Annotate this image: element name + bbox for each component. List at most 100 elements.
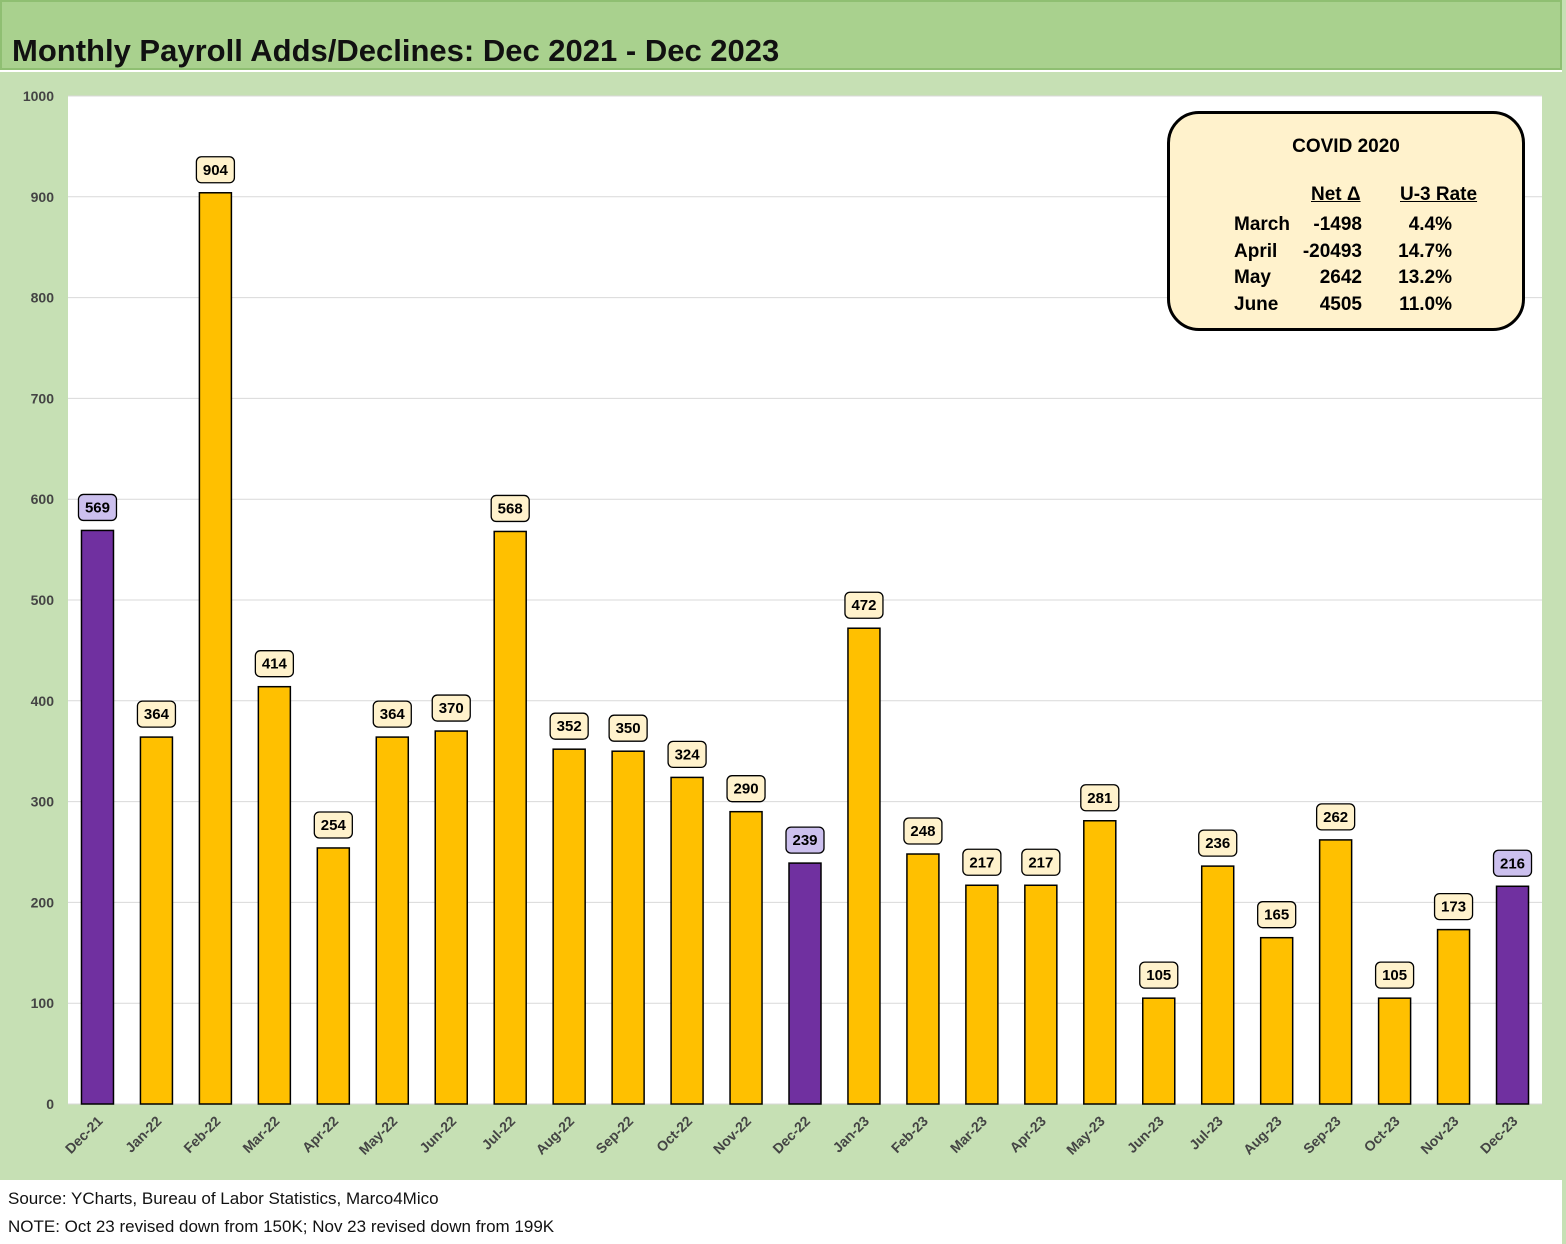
x-tick-label: Aug-22 bbox=[532, 1113, 577, 1158]
x-axis-ticks: Dec-21 Jan-22 Feb-22 Mar-22 Apr-22 May-22 Jun-… bbox=[62, 1113, 1521, 1158]
data-label: 568 bbox=[490, 494, 530, 523]
data-label: 350 bbox=[608, 714, 648, 742]
data-label-text: 217 bbox=[969, 854, 994, 871]
data-label-text: 216 bbox=[1500, 855, 1525, 872]
y-tick-label: 0 bbox=[46, 1096, 54, 1112]
data-label-text: 350 bbox=[616, 720, 641, 737]
bar bbox=[80, 529, 115, 1105]
data-label-text: 324 bbox=[675, 746, 701, 763]
covid-2020-box: COVID 2020 Net Δ U-3 Rate March -1498 4.… bbox=[1167, 111, 1525, 331]
data-label-box bbox=[667, 740, 707, 769]
y-tick-label: 900 bbox=[31, 189, 55, 205]
data-label-box bbox=[1433, 892, 1474, 921]
data-label-box bbox=[313, 811, 353, 839]
data-label: 352 bbox=[549, 712, 589, 740]
x-tick-label: Mar-22 bbox=[239, 1113, 282, 1156]
data-label-text: 281 bbox=[1087, 790, 1112, 807]
bar bbox=[1318, 839, 1353, 1105]
bar bbox=[493, 530, 527, 1105]
data-label-box bbox=[195, 156, 236, 184]
data-label-box bbox=[490, 494, 530, 523]
x-tick-label: Oct-23 bbox=[1361, 1113, 1403, 1155]
data-label: 262 bbox=[1315, 803, 1356, 831]
y-tick-label: 200 bbox=[31, 894, 55, 910]
data-label: 281 bbox=[1080, 784, 1120, 812]
covid-month: March bbox=[1234, 214, 1290, 235]
bar bbox=[434, 730, 468, 1105]
covid-net: -1498 bbox=[1313, 214, 1362, 235]
data-label-box bbox=[903, 817, 943, 845]
data-label-text: 904 bbox=[203, 162, 229, 179]
covid-rate: 11.0% bbox=[1399, 294, 1452, 315]
bar bbox=[1495, 885, 1530, 1105]
data-label: 239 bbox=[785, 826, 825, 854]
gridlines bbox=[68, 95, 1542, 1105]
x-tick-label: Sep-22 bbox=[592, 1113, 636, 1157]
x-tick-label: Oct-22 bbox=[653, 1113, 695, 1155]
bar bbox=[1377, 997, 1412, 1105]
data-label-text: 472 bbox=[851, 597, 876, 614]
bar bbox=[788, 862, 822, 1105]
data-label: 364 bbox=[136, 700, 177, 728]
covid-row: April -20493 14.7% bbox=[1170, 241, 1522, 267]
data-labels: 569 364 904 414 254 364 370 568 352 350 324 290 239 4… bbox=[77, 156, 1533, 989]
bar bbox=[670, 776, 704, 1105]
bar bbox=[1024, 884, 1058, 1105]
covid-net: 4505 bbox=[1319, 294, 1362, 315]
bar bbox=[1436, 928, 1471, 1105]
data-label-box bbox=[1257, 901, 1297, 929]
x-tick-label: May-23 bbox=[1063, 1113, 1108, 1158]
data-label-box bbox=[1492, 849, 1533, 877]
x-tick-label: Jan-22 bbox=[122, 1113, 165, 1156]
data-label-box bbox=[1021, 848, 1061, 876]
x-tick-label: Jul-22 bbox=[478, 1113, 518, 1153]
data-label-box bbox=[962, 848, 1002, 876]
data-label-text: 290 bbox=[734, 781, 759, 798]
data-label-text: 105 bbox=[1146, 967, 1171, 984]
bar bbox=[139, 736, 174, 1105]
footer: Source: YCharts, Bureau of Labor Statist… bbox=[0, 1182, 1566, 1244]
x-tick-label: Jun-23 bbox=[1124, 1113, 1167, 1156]
data-label-text: 248 bbox=[910, 823, 935, 840]
data-label-box bbox=[431, 694, 471, 722]
bar bbox=[375, 736, 410, 1105]
covid-month: May bbox=[1234, 267, 1271, 288]
x-tick-label: Nov-22 bbox=[710, 1113, 754, 1157]
data-label-box bbox=[844, 591, 884, 619]
data-label-box bbox=[1139, 961, 1179, 989]
data-label: 254 bbox=[313, 811, 353, 839]
covid-rate: 14.7% bbox=[1398, 241, 1452, 262]
bar bbox=[198, 192, 233, 1105]
x-tick-label: Sep-23 bbox=[1300, 1113, 1344, 1157]
covid-box-title: COVID 2020 bbox=[1292, 136, 1400, 157]
data-label: 414 bbox=[254, 650, 295, 678]
covid-rate: 13.2% bbox=[1398, 267, 1452, 288]
data-label-box bbox=[1315, 803, 1356, 831]
data-label-text: 568 bbox=[498, 500, 523, 517]
data-label: 105 bbox=[1374, 961, 1415, 989]
chart-title: Monthly Payroll Adds/Declines: Dec 2021 … bbox=[12, 33, 780, 68]
covid-row: March -1498 4.4% bbox=[1170, 214, 1522, 240]
x-tick-label: Jul-23 bbox=[1186, 1113, 1226, 1153]
covid-month: June bbox=[1234, 294, 1279, 315]
data-label-text: 239 bbox=[792, 832, 817, 849]
bar bbox=[611, 750, 645, 1105]
data-label: 217 bbox=[1021, 848, 1061, 876]
data-label-text: 364 bbox=[144, 706, 170, 723]
y-tick-label: 300 bbox=[31, 794, 55, 810]
bar bbox=[1200, 865, 1235, 1105]
data-label-text: 569 bbox=[85, 499, 110, 516]
data-label-text: 173 bbox=[1441, 899, 1466, 916]
data-label-box bbox=[608, 714, 648, 742]
source-note: Source: YCharts, Bureau of Labor Statist… bbox=[8, 1189, 439, 1208]
bar bbox=[729, 810, 763, 1105]
data-label-box bbox=[549, 712, 589, 740]
data-label-text: 352 bbox=[557, 718, 582, 735]
data-label-text: 236 bbox=[1205, 835, 1230, 852]
data-label-box bbox=[136, 700, 177, 728]
covid-month: April bbox=[1234, 241, 1278, 262]
bar bbox=[847, 627, 881, 1105]
x-tick-label: May-22 bbox=[356, 1113, 401, 1158]
x-tick-label: Dec-21 bbox=[62, 1113, 106, 1157]
x-tick-label: Dec-23 bbox=[1477, 1113, 1521, 1157]
